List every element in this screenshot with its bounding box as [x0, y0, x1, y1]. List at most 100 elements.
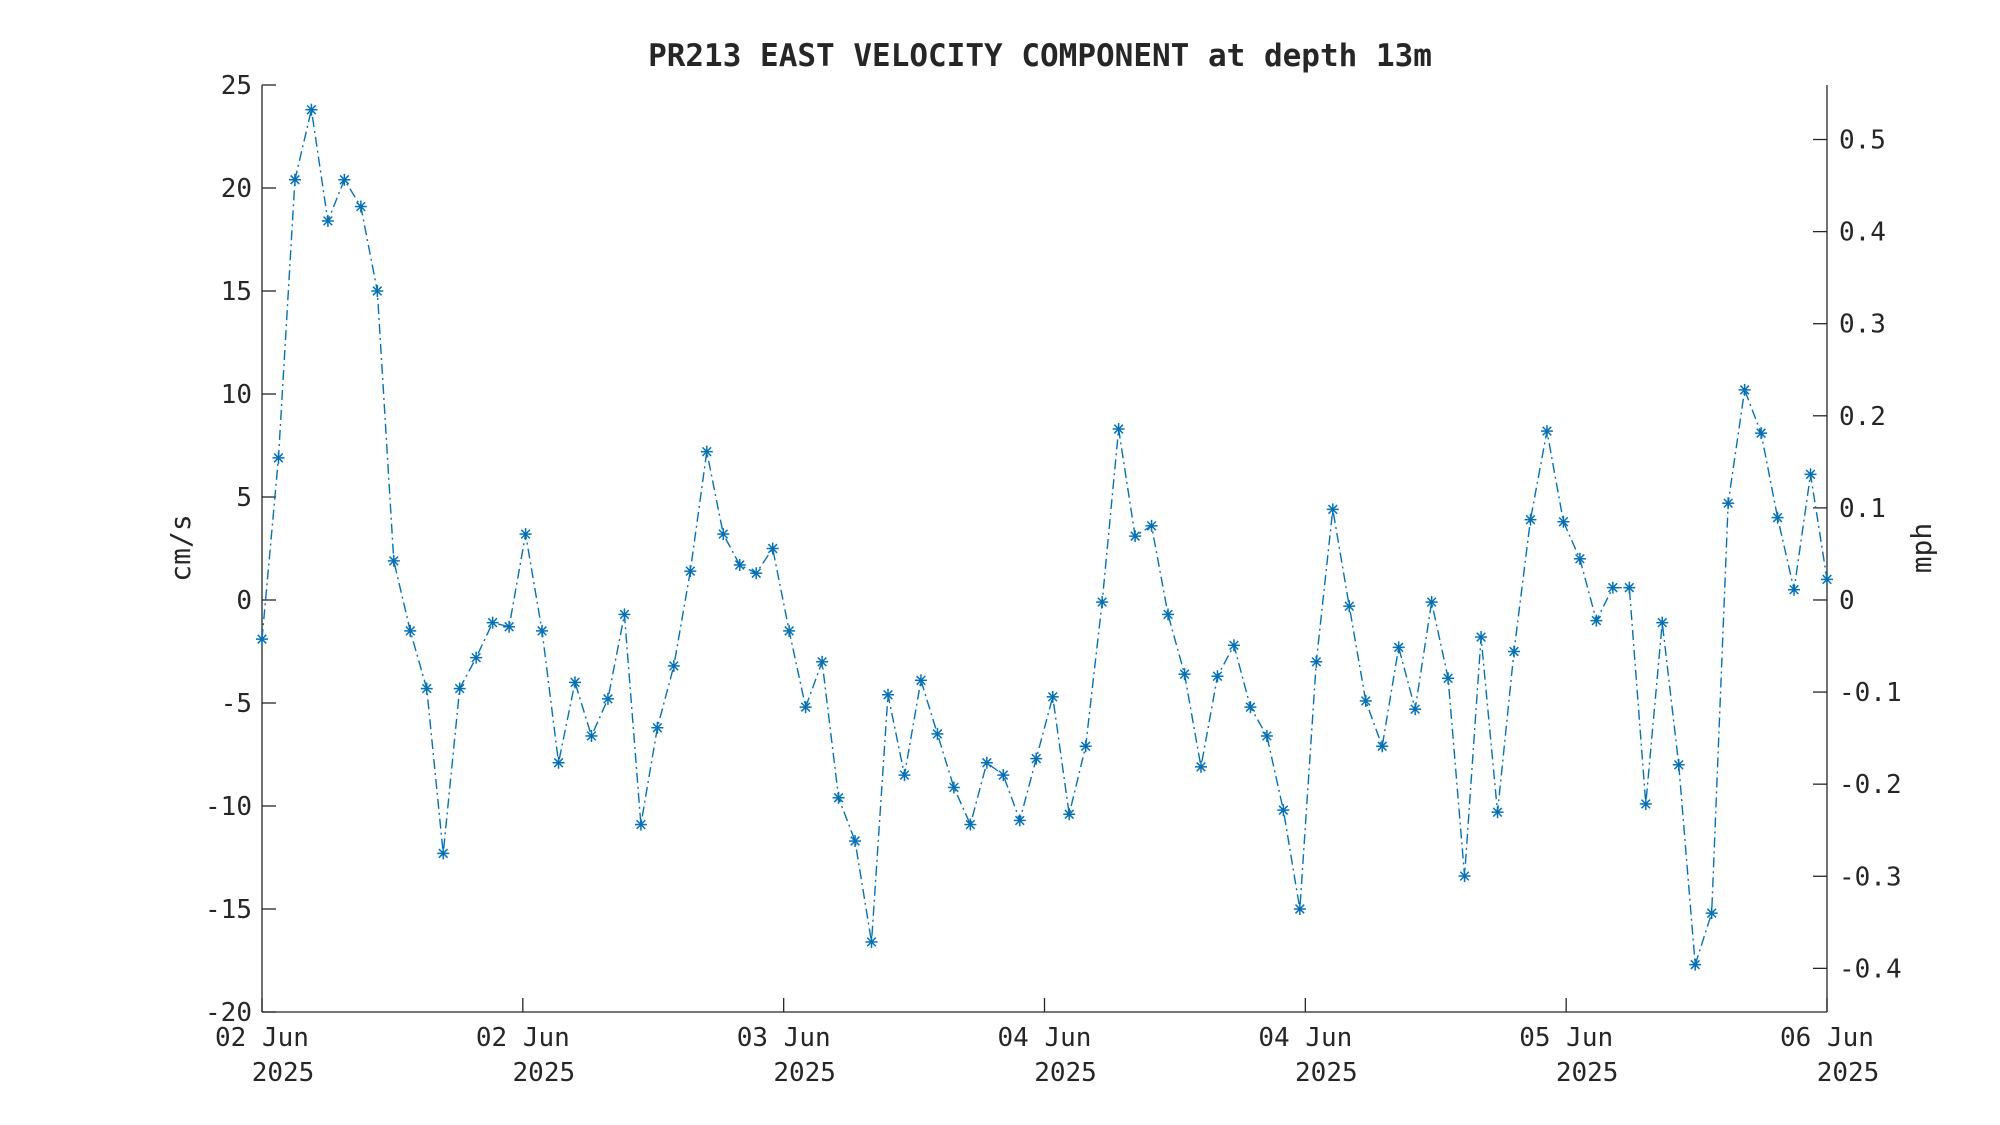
- data-point-marker: [882, 688, 894, 701]
- data-point-marker: [272, 451, 285, 464]
- y-tick-label: -15: [205, 895, 252, 925]
- data-point-marker: [980, 756, 993, 769]
- x-tick-label-year: 2025: [773, 1058, 836, 1088]
- data-point-marker: [1343, 600, 1356, 613]
- data-point-marker: [1672, 758, 1685, 771]
- y-tick-label: -20: [205, 998, 252, 1028]
- data-point-marker: [470, 651, 483, 664]
- data-point-marker: [832, 791, 845, 804]
- data-point-marker: [354, 200, 367, 213]
- data-point-marker: [1178, 668, 1191, 681]
- data-point-marker: [1376, 740, 1389, 753]
- y2-axis-label: mph: [1905, 523, 1938, 574]
- series-east-velocity: [256, 103, 1833, 971]
- data-point-marker: [849, 835, 862, 848]
- data-point-marker: [1557, 515, 1570, 528]
- data-point-marker: [305, 103, 318, 116]
- data-point-marker: [1458, 870, 1471, 883]
- data-point-marker: [1656, 616, 1669, 629]
- data-point-marker: [1821, 573, 1833, 586]
- data-point-marker: [1573, 552, 1586, 565]
- data-point-marker: [618, 608, 631, 621]
- data-point-marker: [1030, 752, 1043, 765]
- x-tick-label-year: 2025: [1034, 1058, 1097, 1088]
- y2-axis-ticks: -0.4 -0.3 -0.2 -0.1 0 0.1 0.2 0.3 0.4 0.5: [1813, 126, 1902, 984]
- data-point-marker: [733, 558, 746, 571]
- data-point-marker: [1277, 804, 1290, 817]
- y2-tick-label: 0.4: [1839, 218, 1886, 248]
- data-point-marker: [766, 542, 779, 555]
- x-tick-label-year: 2025: [1295, 1058, 1358, 1088]
- data-point-marker: [1145, 519, 1158, 532]
- chart-title: PR213 EAST VELOCITY COMPONENT at depth 1…: [648, 38, 1432, 74]
- data-point-marker: [799, 701, 812, 714]
- data-point-marker: [1475, 631, 1488, 644]
- x-tick-label-date: 04 Jun: [998, 1023, 1092, 1053]
- data-point-marker: [1788, 583, 1801, 596]
- data-point-marker: [288, 173, 301, 186]
- data-point-marker: [1508, 645, 1520, 658]
- data-point-marker: [437, 847, 450, 860]
- x-tick-label-year: 2025: [513, 1058, 576, 1088]
- series-line: [261, 109, 1828, 965]
- y-tick-label: 15: [221, 277, 252, 307]
- data-point-marker: [1409, 703, 1422, 716]
- data-point-marker: [1063, 808, 1076, 821]
- y2-tick-label: 0.1: [1839, 494, 1886, 524]
- data-point-marker: [420, 682, 433, 695]
- data-point-marker: [404, 624, 417, 637]
- y2-tick-label: -0.3: [1839, 862, 1902, 892]
- y2-tick-label: 0.5: [1839, 126, 1886, 156]
- y2-tick-label: 0.3: [1839, 310, 1886, 340]
- data-point-marker: [1524, 513, 1537, 526]
- data-point-marker: [634, 818, 647, 831]
- data-point-marker: [1540, 425, 1553, 438]
- x-tick-label-year: 2025: [1817, 1058, 1880, 1088]
- data-point-marker: [387, 554, 400, 567]
- data-point-marker: [569, 676, 581, 689]
- x-tick-label-date: 02 Jun: [476, 1023, 570, 1053]
- data-point-marker: [1096, 596, 1109, 609]
- y-tick-label: 5: [236, 483, 252, 513]
- data-point-marker: [964, 818, 977, 831]
- data-point-marker: [256, 633, 268, 646]
- data-point-marker: [585, 729, 598, 742]
- x-axis-ticks: 02 Jun 2025 02 Jun 2025 03 Jun 2025 04 Jun 2025…: [215, 998, 1879, 1088]
- data-point-marker: [1293, 903, 1306, 915]
- x-tick-label-year: 2025: [252, 1058, 315, 1088]
- data-point-marker: [1606, 581, 1619, 594]
- data-point-marker: [1425, 596, 1438, 609]
- data-point-marker: [1162, 608, 1175, 621]
- data-point-marker: [1013, 814, 1026, 827]
- data-point-marker: [1623, 581, 1636, 594]
- x-tick-label-year: 2025: [1556, 1058, 1619, 1088]
- y-tick-label: -10: [205, 792, 252, 822]
- data-point-marker: [1804, 468, 1817, 481]
- data-point-marker: [783, 624, 796, 637]
- data-point-marker: [1705, 907, 1718, 920]
- data-point-marker: [931, 727, 944, 740]
- y-tick-label: 20: [221, 174, 252, 204]
- data-point-marker: [519, 528, 532, 541]
- y-axis-ticks: -20 -15 -10 -5 0 5 10 15 20 25: [205, 71, 276, 1028]
- data-point-marker: [1211, 670, 1224, 683]
- data-point-marker: [503, 620, 516, 633]
- data-point-marker: [1129, 530, 1142, 543]
- y-axis-label: cm/s: [164, 514, 197, 581]
- plot-area: [261, 85, 1828, 1013]
- data-point-marker: [997, 769, 1010, 782]
- data-point-marker: [1112, 423, 1125, 436]
- data-point-marker: [700, 445, 713, 458]
- data-point-marker: [1079, 740, 1092, 753]
- data-point-marker: [667, 659, 680, 672]
- x-tick-label-date: 06 Jun: [1780, 1023, 1874, 1053]
- data-point-marker: [1771, 511, 1784, 524]
- data-point-marker: [651, 721, 664, 734]
- data-point-marker: [684, 565, 697, 578]
- y2-tick-label: -0.2: [1839, 770, 1902, 800]
- data-point-marker: [865, 935, 878, 948]
- data-point-marker: [1046, 690, 1059, 703]
- data-point-marker: [1392, 641, 1405, 654]
- x-tick-label-date: 04 Jun: [1258, 1023, 1352, 1053]
- data-point-marker: [750, 567, 763, 580]
